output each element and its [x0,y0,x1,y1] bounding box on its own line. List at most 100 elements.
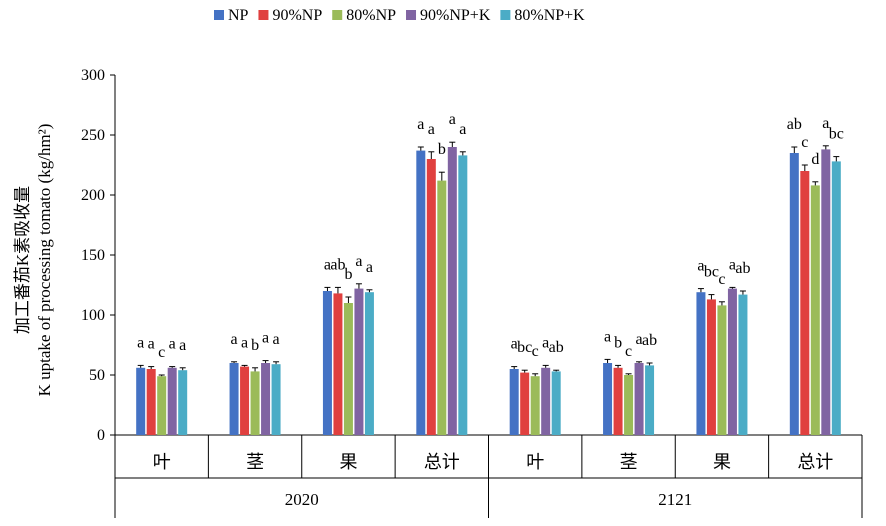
bar [645,365,655,435]
bar [447,147,457,435]
category-label: 茎 [246,452,264,473]
legend-label: 80%NP [346,7,396,24]
y-tick-label: 200 [81,187,105,204]
significance-letter: a [324,256,331,273]
significance-letter: a [604,328,611,345]
significance-letter: ab [735,260,750,277]
legend-swatch [214,10,224,20]
legend: NP 90%NP 80%NP 90%NP+K 80%NP+K [214,7,585,24]
significance-letter: a [511,336,518,353]
bar [416,150,426,435]
y-tick-label: 50 [89,367,105,384]
bar [136,367,146,435]
bar [240,366,250,435]
significance-letter: bc [517,339,532,356]
significance-letter: a [355,253,362,270]
significance-letter: c [158,344,165,361]
bar [146,369,156,435]
y-tick-label: 0 [97,427,105,444]
significance-letter: ab [642,332,657,349]
bar [364,292,374,435]
bar [831,161,841,435]
bar [250,371,260,435]
y-tick-label: 300 [81,67,105,84]
axes: 0 50 100 150 200 250 300 [81,67,863,518]
bar [624,375,634,435]
significance-letter: a [179,337,186,354]
bar [727,288,737,435]
bar [613,367,623,435]
bar [261,363,271,435]
legend-label: 80%NP+K [514,7,585,24]
significance-letter: c [532,343,539,360]
significance-letter: b [438,141,446,158]
significance-letter: a [241,334,248,351]
bar [789,153,799,435]
category-label: 叶 [526,452,544,473]
significance-letter: b [251,337,259,354]
bar [333,293,343,435]
group-label: 2121 [658,490,692,509]
bar [738,294,748,435]
significance-letter: c [718,271,725,288]
significance-letter: a [273,331,280,348]
significance-letter: a [542,334,549,351]
y-axis-label-english: K uptake of processing tomato (kg/hm²) [35,124,54,397]
significance-letter: ab [787,116,802,133]
significance-letter: a [729,256,736,273]
y-tick-label: 150 [81,247,105,264]
bar [157,376,167,435]
significance-letter: a [169,336,176,353]
significance-letter: a [231,331,238,348]
bar [229,363,239,435]
category-label: 总计 [424,452,460,473]
bar [271,364,281,435]
bar [437,180,447,435]
significance-letter: c [625,343,632,360]
legend-label: NP [228,7,249,24]
significance-letter: bc [704,264,719,281]
bar [541,367,551,435]
legend-label: 90%NP [272,7,322,24]
significance-letter: c [801,134,808,151]
significance-letter: ab [549,339,564,356]
significance-letter: a [148,336,155,353]
significance-letter: b [344,266,352,283]
bar [706,299,716,435]
bar [551,371,561,435]
bar [322,291,332,435]
y-tick-label: 100 [81,307,105,324]
bar [530,376,540,435]
significance-letter: ab [330,256,345,273]
significance-letter: bc [829,126,844,143]
bar [167,367,177,435]
bar [520,372,530,435]
significance-letter: a [428,121,435,138]
significance-letter: a [137,334,144,351]
significance-letter: a [459,121,466,138]
significance-letter: a [417,116,424,133]
bar [696,292,706,435]
category-label: 果 [339,452,357,473]
bar [458,155,468,435]
category-label: 叶 [153,452,171,473]
legend-swatch [406,10,417,20]
bar [354,288,364,435]
x-axis-labels: 叶 茎 果 总计 2020 叶 茎 果 总计 2121 [153,452,834,509]
significance-letter: a [636,331,643,348]
y-axis-label: 加工番茄K素吸收量 K uptake of processing tomato … [13,124,54,397]
legend-swatch [258,10,269,20]
significance-letter: a [822,115,829,132]
bar [178,370,188,435]
bar [426,159,436,435]
y-axis-label-chinese: 加工番茄K素吸收量 [13,186,32,334]
bar [821,149,831,435]
category-label: 茎 [620,452,638,473]
legend-swatch [500,10,511,20]
bar [343,303,353,435]
y-tick-label: 250 [81,127,105,144]
legend-swatch [332,10,343,20]
